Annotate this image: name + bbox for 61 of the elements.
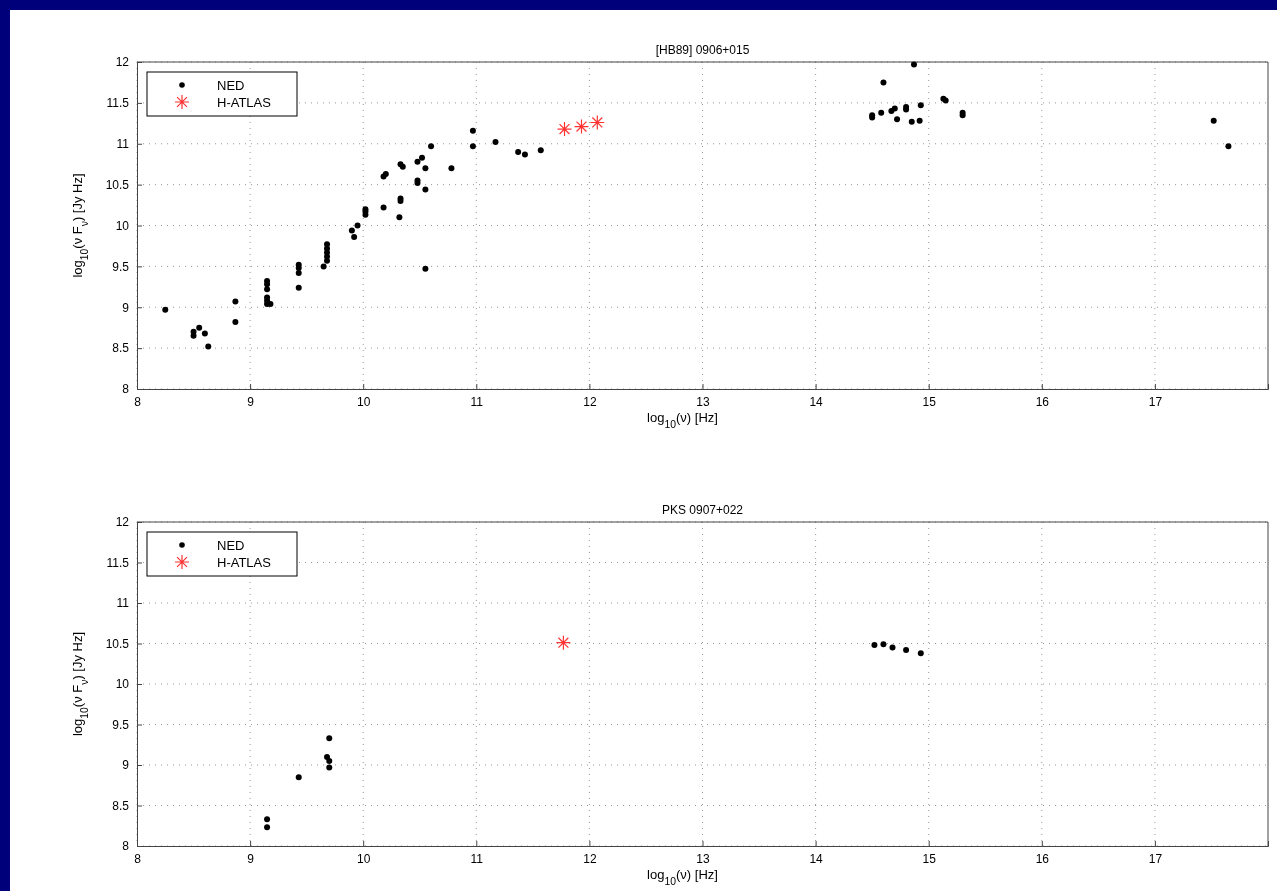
point bbox=[295, 774, 302, 781]
legend-label: H-ATLAS bbox=[217, 555, 272, 570]
y-tick-label: 12 bbox=[115, 515, 130, 530]
point bbox=[871, 642, 878, 649]
point bbox=[326, 757, 333, 764]
x-tick-label: 13 bbox=[696, 394, 710, 409]
y-tick-label: 9 bbox=[122, 300, 130, 315]
x-tick-label: 8 bbox=[134, 851, 142, 866]
y-tick-label: 10 bbox=[115, 218, 130, 233]
x-tick-label: 16 bbox=[1035, 851, 1050, 866]
y-tick-label: 11.5 bbox=[106, 555, 130, 570]
text: NED bbox=[217, 538, 245, 553]
chart-title: PKS 0907+022 bbox=[661, 503, 744, 517]
point bbox=[555, 635, 571, 651]
x-tick-label: 12 bbox=[583, 851, 597, 866]
y-tick-label: 11 bbox=[116, 596, 130, 611]
x-tick-label: 9 bbox=[247, 394, 255, 409]
point bbox=[326, 764, 333, 771]
x-tick-label: 11 bbox=[470, 851, 484, 866]
x-axis-title: log$_{10}$(ν) [Hz] bbox=[647, 867, 718, 887]
x-tick-label: 17 bbox=[1148, 394, 1163, 409]
x-tick-label: 15 bbox=[922, 851, 937, 866]
y-tick-label: 11 bbox=[116, 137, 130, 152]
point bbox=[589, 114, 605, 131]
x-tick-label: 8 bbox=[134, 394, 142, 409]
y-tick-label: 11.5 bbox=[106, 96, 130, 111]
legend-label: H-ATLAS bbox=[217, 95, 272, 110]
x-tick-label: 15 bbox=[922, 394, 937, 409]
point bbox=[917, 650, 924, 657]
y-tick-label: 8.5 bbox=[112, 798, 130, 813]
x-tick-label: 11 bbox=[470, 394, 484, 409]
chart-title: [HB89] 0906+015 bbox=[655, 43, 750, 57]
y-tick-label: 8 bbox=[122, 839, 130, 854]
y-tick-label: 10.5 bbox=[105, 177, 130, 192]
point bbox=[573, 118, 590, 135]
x-tick-label: 12 bbox=[583, 394, 597, 409]
point bbox=[326, 735, 333, 742]
point bbox=[556, 121, 573, 137]
point bbox=[880, 641, 887, 648]
y-tick-label: 8 bbox=[122, 382, 130, 397]
x-tick-label: 14 bbox=[809, 851, 824, 866]
x-tick-label: 14 bbox=[809, 394, 824, 409]
point bbox=[264, 824, 271, 831]
y-tick-label: 10.5 bbox=[105, 636, 130, 651]
text: NED bbox=[217, 78, 245, 93]
y-tick-label: 9 bbox=[122, 758, 130, 773]
x-tick-label: 17 bbox=[1148, 851, 1163, 866]
y-tick-label: 8.5 bbox=[112, 341, 130, 356]
point bbox=[889, 644, 896, 651]
x-tick-label: 9 bbox=[247, 851, 255, 866]
x-axis-title: log$_{10}$(ν) [Hz] bbox=[647, 410, 718, 430]
x-tick-label: 13 bbox=[696, 851, 710, 866]
point bbox=[903, 646, 910, 653]
y-tick-label: 9.5 bbox=[112, 717, 130, 732]
y-tick-label: 9.5 bbox=[112, 259, 130, 274]
x-tick-label: 16 bbox=[1035, 394, 1050, 409]
y-tick-label: 10 bbox=[115, 677, 130, 692]
x-tick-label: 10 bbox=[357, 394, 371, 409]
y-tick-label: 12 bbox=[115, 55, 130, 70]
point bbox=[264, 816, 271, 823]
x-tick-label: 10 bbox=[357, 851, 371, 866]
